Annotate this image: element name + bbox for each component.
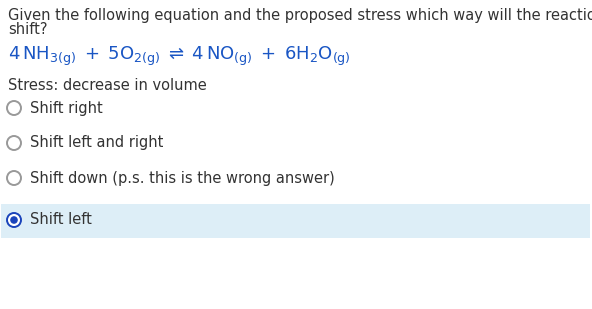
Circle shape [7,136,21,150]
Text: $\mathregular{4\,NH_{3(g)}\;+\;5O_{2(g)}\;\rightleftharpoons\;4\,NO_{(g)}\;+\;6H: $\mathregular{4\,NH_{3(g)}\;+\;5O_{2(g)}… [8,45,351,68]
Text: shift?: shift? [8,22,47,37]
Text: Shift right: Shift right [30,100,103,116]
Circle shape [7,171,21,185]
Circle shape [10,216,18,224]
Text: Shift down (p.s. this is the wrong answer): Shift down (p.s. this is the wrong answe… [30,171,334,185]
Circle shape [7,101,21,115]
Text: Shift left: Shift left [30,213,92,227]
Text: Given the following equation and the proposed stress which way will the reaction: Given the following equation and the pro… [8,8,592,23]
Text: Stress: decrease in volume: Stress: decrease in volume [8,78,207,93]
FancyBboxPatch shape [1,204,590,238]
Text: Shift left and right: Shift left and right [30,136,163,150]
Circle shape [7,213,21,227]
